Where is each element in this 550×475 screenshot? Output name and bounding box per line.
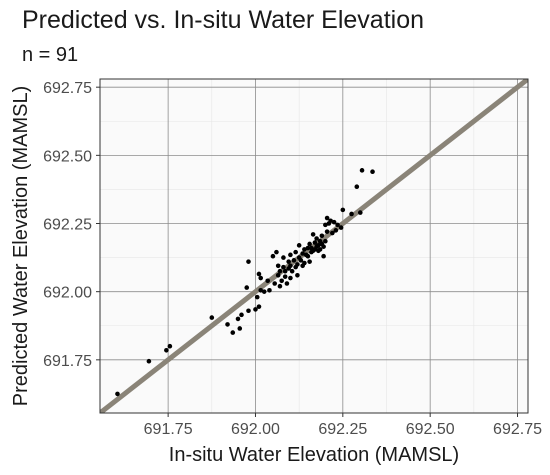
data-point [293,249,298,255]
data-point [275,263,281,269]
y-tick-label: 692.75 [43,80,92,97]
data-point [288,252,293,258]
data-point [244,285,250,290]
data-point [282,268,288,274]
x-axis: 691.75 692.00 692.25 692.50 692.75 [144,413,542,438]
data-point [331,219,337,225]
data-point [316,243,321,248]
data-point [256,304,262,309]
data-point [288,263,293,269]
data-point [295,262,300,267]
data-point [295,273,300,278]
data-point [310,232,316,237]
data-point [282,274,288,279]
data-point [284,281,290,286]
data-point [323,238,328,244]
plot-content [100,79,528,413]
data-point [298,258,304,263]
data-point [225,322,230,327]
data-point [305,245,311,251]
data-point [237,326,243,331]
x-tick-label: 692.00 [231,421,280,438]
x-tick-label: 692.75 [493,421,542,438]
data-point [274,249,279,255]
data-point [333,228,339,233]
data-point [267,288,272,293]
data-point [286,259,291,264]
data-point [146,358,152,364]
data-point [328,218,333,224]
y-tick-label: 692.50 [43,148,92,165]
data-point [349,211,354,217]
data-point [296,243,302,248]
data-point [305,253,311,259]
y-tick-label: 692.25 [43,217,92,234]
data-point [272,281,277,286]
data-point [357,210,363,215]
data-point [330,230,335,236]
data-point [258,275,264,281]
data-point [370,169,375,175]
data-point [265,278,271,284]
data-point [291,258,297,263]
data-point [209,315,215,320]
data-point [235,316,241,322]
data-point [239,312,244,318]
y-tick-label: 692.00 [43,285,92,302]
data-point [279,278,284,284]
data-point [307,241,312,247]
data-point [312,240,318,245]
data-point [340,207,346,213]
data-point [254,294,260,300]
data-point [281,255,286,260]
y-tick-label: 691.75 [43,353,92,370]
y-axis-title: Predicted Water Elevation (MAMSL) [10,86,32,406]
data-point [258,288,264,293]
data-point [319,233,325,239]
data-point [246,308,251,314]
data-point [307,259,312,264]
data-point [335,222,340,228]
grid-lines [100,79,528,413]
data-point [256,271,262,277]
data-point [302,260,307,266]
data-point [230,330,236,335]
data-point [246,259,251,264]
data-point [167,343,173,349]
chart-title: Predicted vs. In-situ Water Elevation [22,6,425,34]
x-tick-label: 692.50 [406,421,455,438]
data-point [324,215,330,221]
data-point [289,268,295,274]
plot-border [99,78,529,414]
data-point [314,236,319,241]
data-point [321,244,326,249]
data-point [288,275,293,281]
data-points [115,168,375,397]
x-axis-title: In-situ Water Elevation (MAMSL) [169,444,459,466]
data-point [354,184,360,189]
data-point [338,225,344,230]
data-point [321,253,326,259]
data-point [277,283,283,289]
data-point [253,307,258,312]
data-point [281,264,286,270]
y-axis: 691.75 692.00 692.25 692.50 692.75 [43,80,100,370]
chart-subtitle: n = 91 [22,44,79,66]
data-point [277,268,283,274]
data-point [324,229,330,234]
data-point [261,289,267,294]
data-point [302,247,307,252]
x-tick-label: 691.75 [144,421,193,438]
x-tick-label: 692.25 [318,421,367,438]
one-to-one-reference-line [100,79,528,413]
data-point [275,273,281,278]
data-point [317,247,323,252]
data-point [164,347,169,353]
data-point [300,251,305,256]
data-point [270,253,276,259]
data-point [359,168,365,173]
data-point [115,391,120,397]
data-point [323,222,328,228]
